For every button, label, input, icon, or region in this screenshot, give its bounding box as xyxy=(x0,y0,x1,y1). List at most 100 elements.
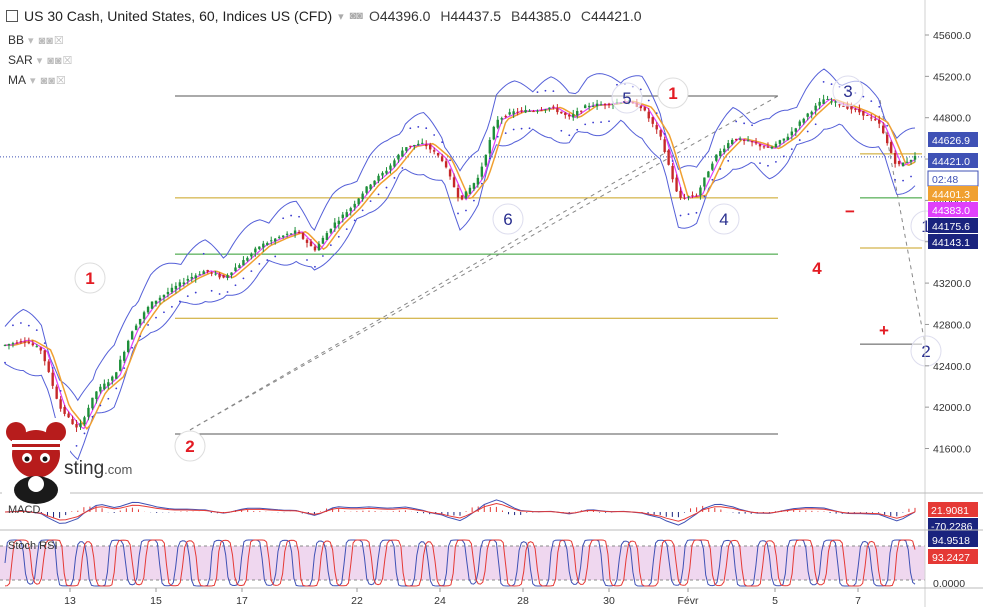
candle-body xyxy=(707,171,710,178)
sar-dot xyxy=(647,99,650,102)
candle-body xyxy=(544,109,547,111)
candle-body xyxy=(409,145,412,147)
sar-dot xyxy=(441,141,444,144)
sar-dot xyxy=(163,311,165,314)
candle-body xyxy=(51,372,54,386)
price-tag-label: 44421.0 xyxy=(932,156,970,168)
candle-body xyxy=(285,233,289,235)
indicator-controls-icon: ▾ ◙◙☒ xyxy=(30,74,67,87)
macd-tag-label: 21.9081 xyxy=(931,505,969,517)
candle-body xyxy=(580,110,583,112)
candle-body xyxy=(464,191,468,199)
x-tick-label: 5 xyxy=(772,595,778,607)
sar-dot xyxy=(234,284,237,287)
candle-body xyxy=(556,108,559,113)
candle-body xyxy=(504,115,507,118)
wave-label-blue: 2 xyxy=(921,342,930,361)
stoch-d-line xyxy=(4,539,916,587)
sar-dot xyxy=(862,95,865,98)
sar-dot xyxy=(878,105,881,108)
indicator-controls-icon: ▾ ◙◙☒ xyxy=(36,54,74,67)
wave-label-red: 2 xyxy=(185,437,194,456)
wave-circle xyxy=(174,430,206,462)
candle-body xyxy=(301,233,305,239)
candle-body xyxy=(59,399,62,409)
price-tag: 44626.9 xyxy=(928,132,978,147)
candle-body xyxy=(99,386,102,392)
sar-dot xyxy=(798,139,801,141)
candle-body xyxy=(500,118,503,120)
stoch-label[interactable]: Stoch RSI xyxy=(8,540,58,552)
sar-dot xyxy=(337,235,340,238)
wave-circle xyxy=(74,262,106,294)
candle-body xyxy=(258,246,261,250)
candle-body xyxy=(154,300,158,304)
candle-body xyxy=(377,175,380,181)
stoch-axis-label: 0.0000 xyxy=(933,578,965,590)
sar-dot xyxy=(449,159,451,162)
price-tag: 44401.3 xyxy=(928,186,978,201)
candle-body xyxy=(794,128,797,132)
candle-body xyxy=(762,146,766,148)
candle-body xyxy=(31,343,35,346)
wave-circle xyxy=(708,203,740,235)
indicator-ma[interactable]: MA ▾ ◙◙☒ xyxy=(8,73,67,87)
price-panel[interactable]: 1 2 1 4 − +5 6 4 3 1 2 xyxy=(0,68,942,462)
candle-body xyxy=(238,265,241,268)
price-tag: 44175.6 xyxy=(928,218,978,233)
wave-label-blue: 3 xyxy=(843,82,852,101)
candle-body xyxy=(552,106,555,108)
candle-body xyxy=(854,108,857,110)
wave-label-blue: 6 xyxy=(503,210,512,229)
candle-body xyxy=(11,343,15,345)
collapse-icon[interactable] xyxy=(6,10,18,22)
sar-dot xyxy=(830,83,833,85)
sar-dot xyxy=(51,367,54,369)
sar-dot xyxy=(59,389,62,392)
candle-body xyxy=(734,138,738,141)
candle-body xyxy=(687,196,690,198)
candle-body xyxy=(39,347,42,351)
candle-body xyxy=(866,114,869,116)
macd-label[interactable]: MACD xyxy=(8,504,41,516)
sar-dot xyxy=(266,259,269,261)
settings-icons[interactable]: ◙◙ xyxy=(349,10,363,22)
candle-body xyxy=(262,243,265,248)
candle-body xyxy=(862,111,865,116)
candle-body xyxy=(870,117,873,119)
candle-body xyxy=(206,269,209,272)
candle-body xyxy=(119,359,122,371)
candle-body xyxy=(289,233,293,235)
y-tick-label: 42000.0 xyxy=(933,402,971,414)
candle-body xyxy=(3,344,7,346)
sar-dot xyxy=(274,255,277,258)
symbol-title[interactable]: US 30 Cash, United States, 60, Indices U… xyxy=(24,8,333,24)
candle-body xyxy=(484,154,488,166)
candle-body xyxy=(540,110,543,112)
price-tag-label: 44383.0 xyxy=(932,205,970,217)
indicator-sar[interactable]: SAR ▾ ◙◙☒ xyxy=(8,53,74,67)
candle-body xyxy=(536,110,539,112)
sar-dot xyxy=(584,123,587,126)
price-tag: 44143.1 xyxy=(928,234,978,249)
candle-body xyxy=(782,138,786,141)
candle-body xyxy=(651,117,654,124)
candle-body xyxy=(126,340,130,352)
candle-body xyxy=(758,144,762,147)
candle-body xyxy=(802,118,805,123)
candle-body xyxy=(397,154,400,160)
candle-body xyxy=(655,125,658,130)
candle-body xyxy=(428,144,432,150)
candle-body xyxy=(440,156,444,162)
indicator-bb[interactable]: BB ▾ ◙◙☒ xyxy=(8,33,65,47)
candle-body xyxy=(23,341,27,343)
sar-dot xyxy=(568,134,571,137)
x-tick-label: 7 xyxy=(855,595,861,607)
candle-body xyxy=(309,241,313,247)
candle-body xyxy=(532,111,535,113)
candle-body xyxy=(711,163,714,170)
chevron-down-icon[interactable]: ▾ xyxy=(338,10,344,23)
sar-dot xyxy=(616,83,618,86)
candle-body xyxy=(679,190,682,198)
